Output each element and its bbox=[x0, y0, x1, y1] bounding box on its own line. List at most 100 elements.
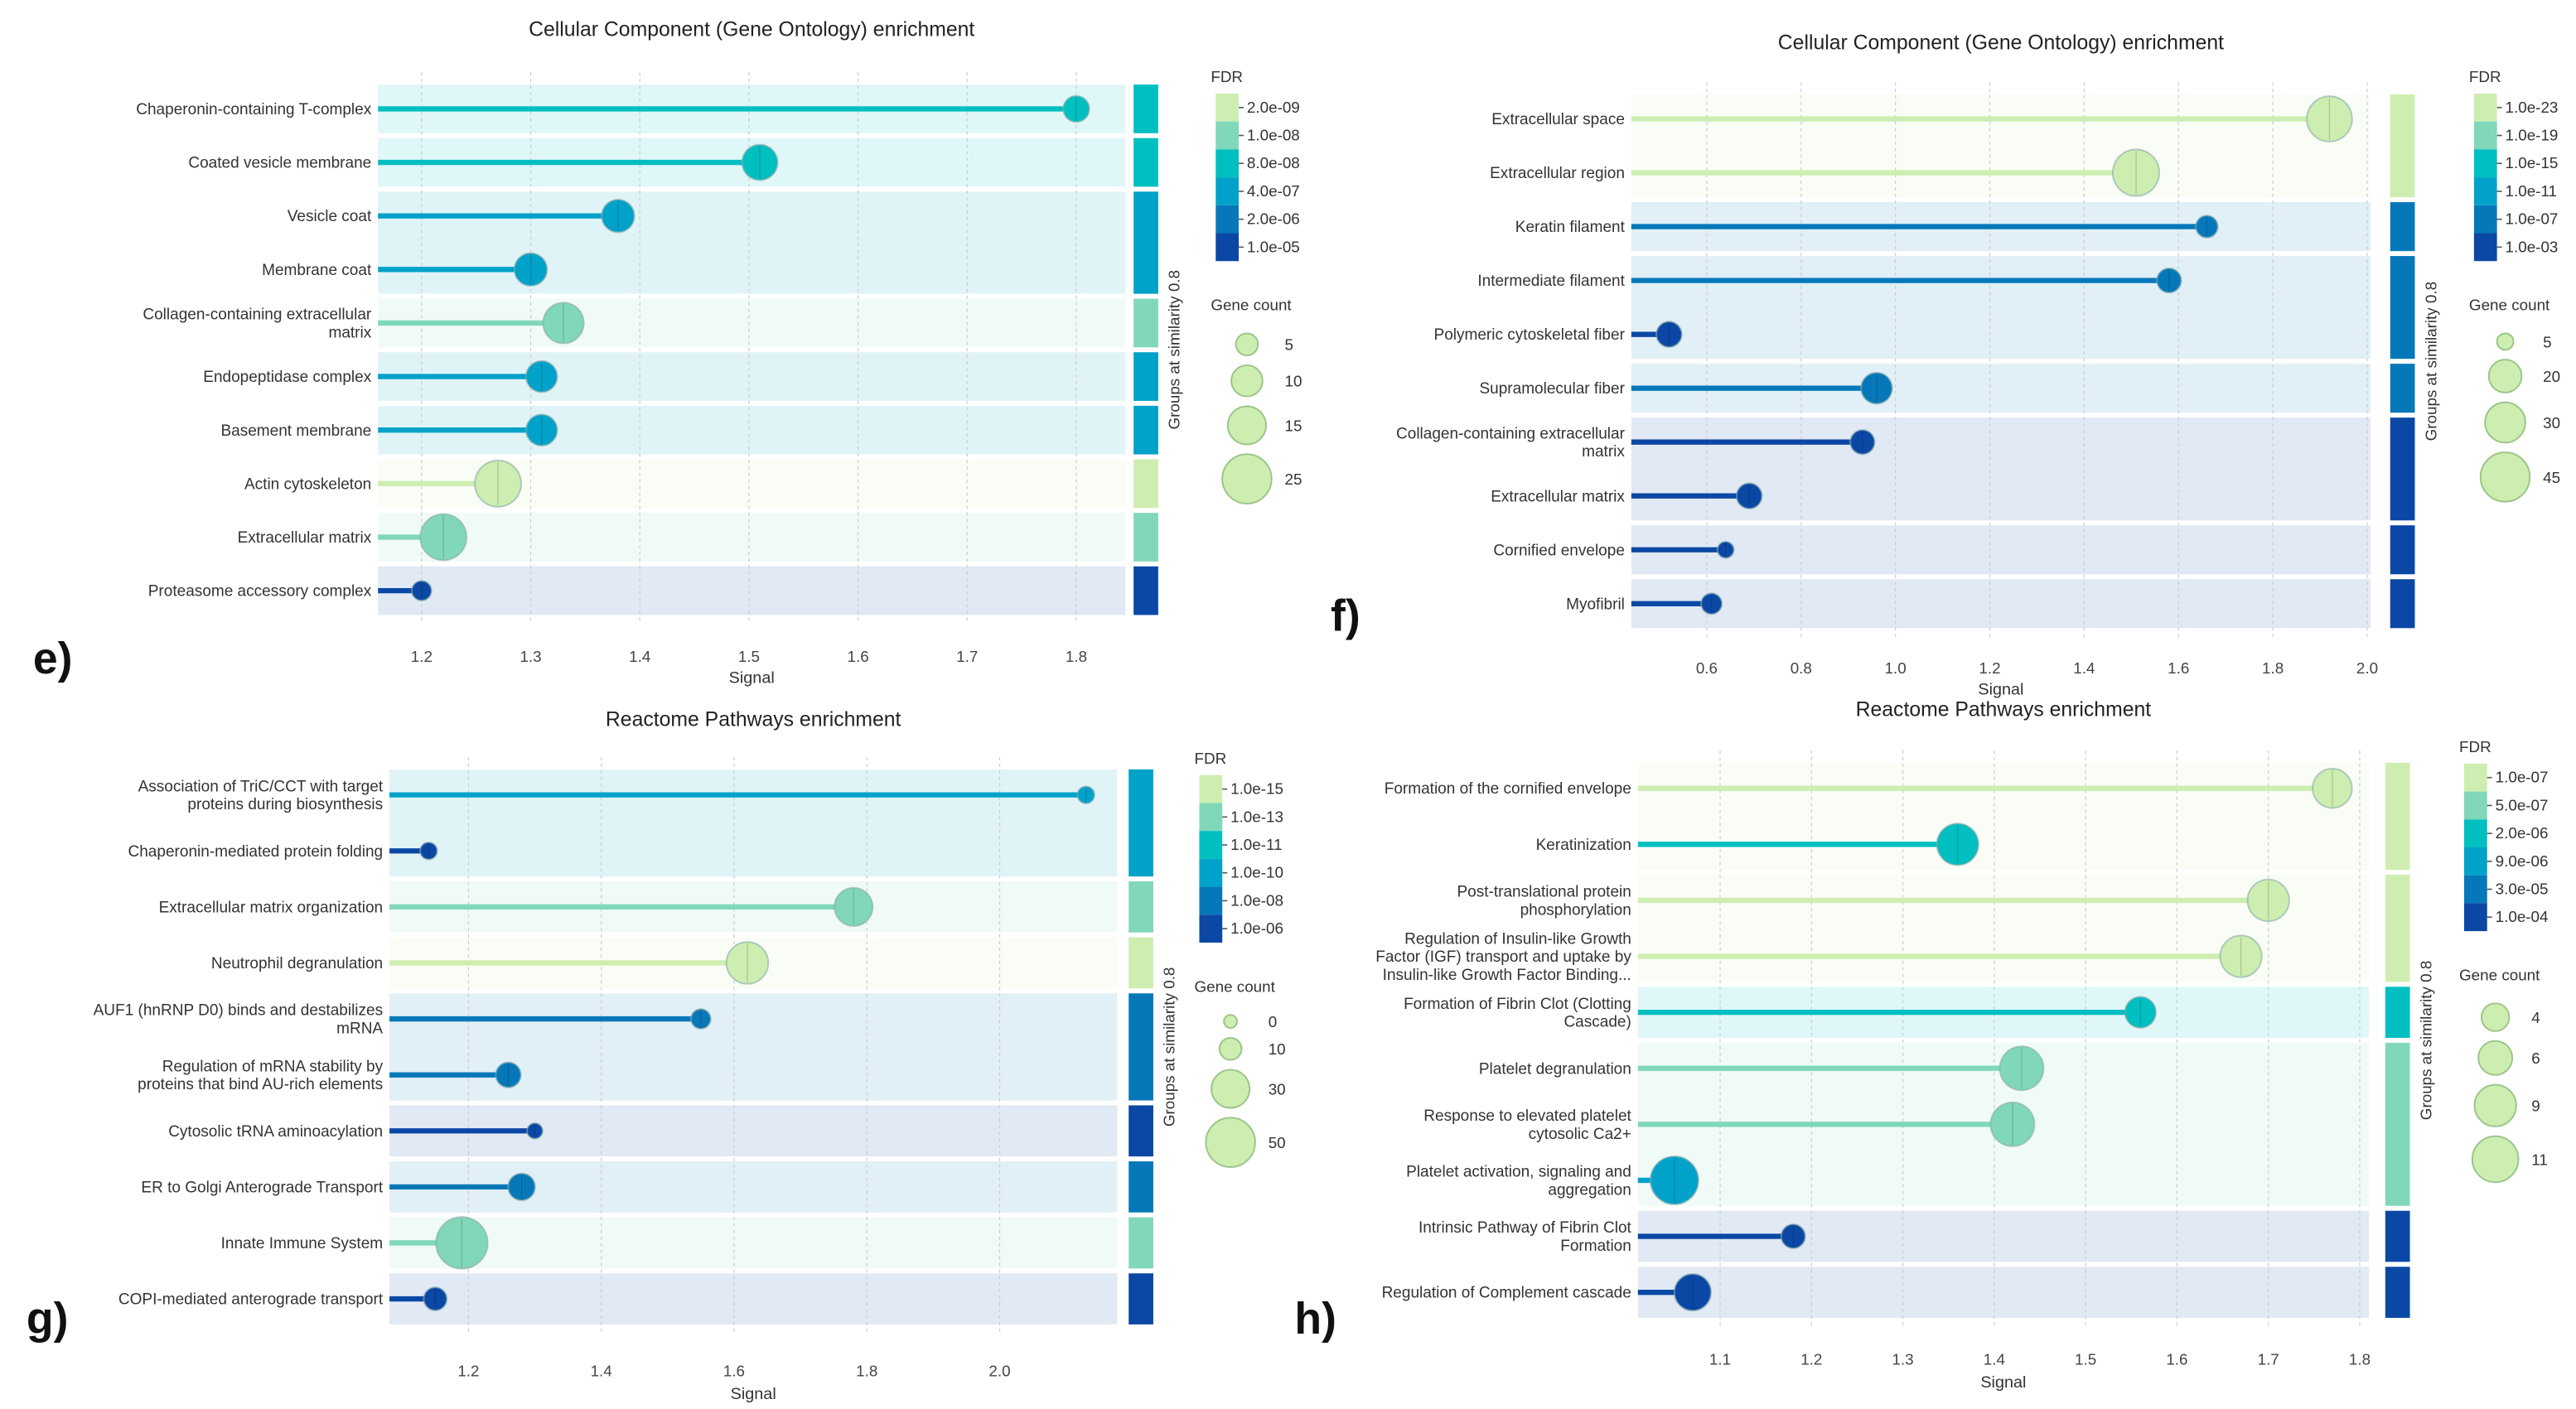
lollipop-point bbox=[2156, 267, 2182, 294]
lollipop-point bbox=[1076, 785, 1095, 804]
fdr-legend-swatch bbox=[1216, 149, 1240, 178]
fdr-legend-label: 1.0e-06 bbox=[1230, 919, 1283, 937]
fdr-legend-swatch bbox=[1216, 121, 1240, 150]
fdr-legend-swatch bbox=[1199, 858, 1223, 887]
term-label: Endopeptidase complex bbox=[203, 369, 371, 386]
group-color-bar bbox=[2385, 1042, 2410, 1206]
fdr-legend-swatch bbox=[2473, 205, 2497, 234]
gene-count-legend-circle bbox=[1226, 405, 1267, 446]
gene-count-legend-label: 0 bbox=[1269, 1013, 1277, 1030]
term-label: Cascade) bbox=[1563, 1014, 1631, 1031]
gene-count-legend-circle bbox=[2496, 332, 2515, 351]
x-tick-label: 1.6 bbox=[2168, 659, 2189, 677]
gene-count-legend-label: 11 bbox=[2531, 1151, 2548, 1168]
fdr-legend-label: 1.0e-10 bbox=[1230, 864, 1283, 881]
group-color-bar bbox=[1129, 1217, 1153, 1269]
term-label: Collagen-containing extracellular bbox=[143, 306, 372, 324]
term-label: Formation bbox=[1560, 1238, 1631, 1255]
lollipop-point bbox=[2111, 148, 2161, 197]
group-color-bar bbox=[1129, 1105, 1153, 1157]
fdr-legend-label: 2.0e-09 bbox=[1247, 99, 1300, 116]
x-axis-label: Signal bbox=[1978, 681, 2023, 699]
panel-h: 1.1 1.2 1.3 1.4 1.5 1.6 1.7 1.8 Signal Reactome P… bbox=[1294, 698, 2548, 1392]
group-color-bar bbox=[1133, 459, 1158, 509]
chart-title: Cellular Component (Gene Ontology) enric… bbox=[529, 19, 974, 41]
x-tick-label: 1.3 bbox=[520, 648, 541, 665]
x-tick-label: 2.0 bbox=[2356, 659, 2378, 677]
group-color-bar bbox=[2385, 1267, 2410, 1318]
x-tick-label: 1.3 bbox=[1892, 1350, 1913, 1368]
gene-count-legend-title: Gene count bbox=[1194, 977, 1275, 995]
fdr-legend-swatch bbox=[2463, 763, 2487, 792]
fdr-legend-swatch bbox=[1199, 774, 1223, 803]
term-label: Cytosolic tRNA aminoacylation bbox=[168, 1123, 383, 1141]
x-tick-label: 1.6 bbox=[723, 1362, 745, 1379]
term-label: Keratinization bbox=[1536, 837, 1631, 854]
gene-count-legend-label: 9 bbox=[2531, 1098, 2540, 1115]
term-label: Platelet degranulation bbox=[1479, 1060, 1631, 1078]
fdr-legend-label: 1.0e-15 bbox=[2506, 154, 2559, 171]
group-color-bar bbox=[1129, 769, 1153, 877]
term-label: Regulation of mRNA stability by bbox=[162, 1058, 384, 1075]
lollipop-point bbox=[1998, 1045, 2045, 1092]
group-band bbox=[378, 566, 1126, 615]
gene-count-legend-label: 4 bbox=[2531, 1009, 2540, 1026]
lollipop-point bbox=[524, 359, 558, 393]
lollipop-point bbox=[495, 1061, 522, 1088]
panel-label: f) bbox=[1331, 591, 1360, 640]
fdr-legend-title: FDR bbox=[1211, 68, 1243, 85]
x-tick-label: 0.8 bbox=[1791, 659, 1812, 677]
gene-count-legend-label: 5 bbox=[2543, 333, 2551, 350]
gene-count-legend-circle bbox=[1230, 364, 1264, 398]
lollipop-point bbox=[1849, 428, 1876, 456]
fdr-legend-swatch bbox=[2463, 875, 2487, 904]
groups-similarity-label: Groups at similarity 0.8 bbox=[2417, 961, 2434, 1121]
group-color-bar bbox=[2390, 94, 2415, 198]
group-color-bar bbox=[1129, 937, 1153, 989]
x-tick-label: 1.1 bbox=[1709, 1350, 1731, 1368]
lollipop-point bbox=[410, 580, 433, 601]
panel-g: 1.2 1.4 1.6 1.8 2.0 Signal Reactome Pathways e… bbox=[27, 708, 1286, 1403]
term-label: matrix bbox=[328, 324, 371, 341]
term-label: Vesicle coat bbox=[288, 208, 372, 225]
lollipop-point bbox=[1860, 371, 1893, 405]
lollipop-point bbox=[601, 198, 636, 234]
x-axis-label: Signal bbox=[1980, 1373, 2026, 1392]
term-label: Cornified envelope bbox=[1493, 542, 1625, 559]
gene-count-legend-circle bbox=[1223, 1014, 1239, 1030]
x-tick-label: 1.4 bbox=[1984, 1350, 2005, 1368]
term-label: Proteasome accessory complex bbox=[148, 583, 372, 601]
term-label: Neutrophil degranulation bbox=[211, 955, 383, 972]
lollipop-point bbox=[1062, 94, 1090, 123]
fdr-legend-label: 1.0e-11 bbox=[1230, 836, 1282, 853]
term-label: Actin cytoskeleton bbox=[244, 475, 371, 493]
gene-count-legend-circle bbox=[1221, 453, 1273, 504]
x-tick-label: 1.8 bbox=[1066, 648, 1087, 665]
lollipop-point bbox=[419, 513, 468, 562]
gene-count-legend-label: 30 bbox=[1269, 1080, 1286, 1098]
fdr-legend-label: 3.0e-05 bbox=[2496, 880, 2549, 897]
x-tick-label: 1.7 bbox=[956, 648, 978, 665]
term-label: Extracellular space bbox=[1491, 111, 1625, 128]
gene-count-legend-circle bbox=[2477, 1040, 2514, 1076]
group-color-bar bbox=[1129, 1273, 1153, 1325]
x-tick-label: 1.2 bbox=[1979, 659, 2000, 677]
term-label: Association of TriC/CCT with target bbox=[138, 778, 384, 795]
lollipop-point bbox=[2219, 934, 2263, 978]
gene-count-legend-circle bbox=[1211, 1069, 1251, 1109]
fdr-legend-swatch bbox=[2473, 233, 2497, 262]
x-tick-label: 1.4 bbox=[2073, 659, 2095, 677]
x-tick-label: 1.8 bbox=[856, 1362, 877, 1379]
term-label: cytosolic Ca2+ bbox=[1529, 1126, 1631, 1143]
group-color-bar bbox=[1133, 298, 1158, 348]
term-label: Polymeric cytoskeletal fiber bbox=[1434, 326, 1626, 344]
x-tick-label: 0.6 bbox=[1696, 659, 1718, 677]
gene-count-legend-title: Gene count bbox=[2469, 297, 2550, 314]
group-band bbox=[378, 191, 1126, 294]
term-label: AUF1 (hnRNP D0) binds and destabilizes bbox=[94, 1002, 384, 1020]
fdr-legend-title: FDR bbox=[1194, 750, 1226, 767]
group-color-bar bbox=[2390, 202, 2415, 252]
term-label: Supramolecular fiber bbox=[1479, 380, 1625, 398]
term-label: COPI-mediated anterograde transport bbox=[118, 1291, 384, 1309]
fdr-legend-title: FDR bbox=[2459, 738, 2491, 755]
